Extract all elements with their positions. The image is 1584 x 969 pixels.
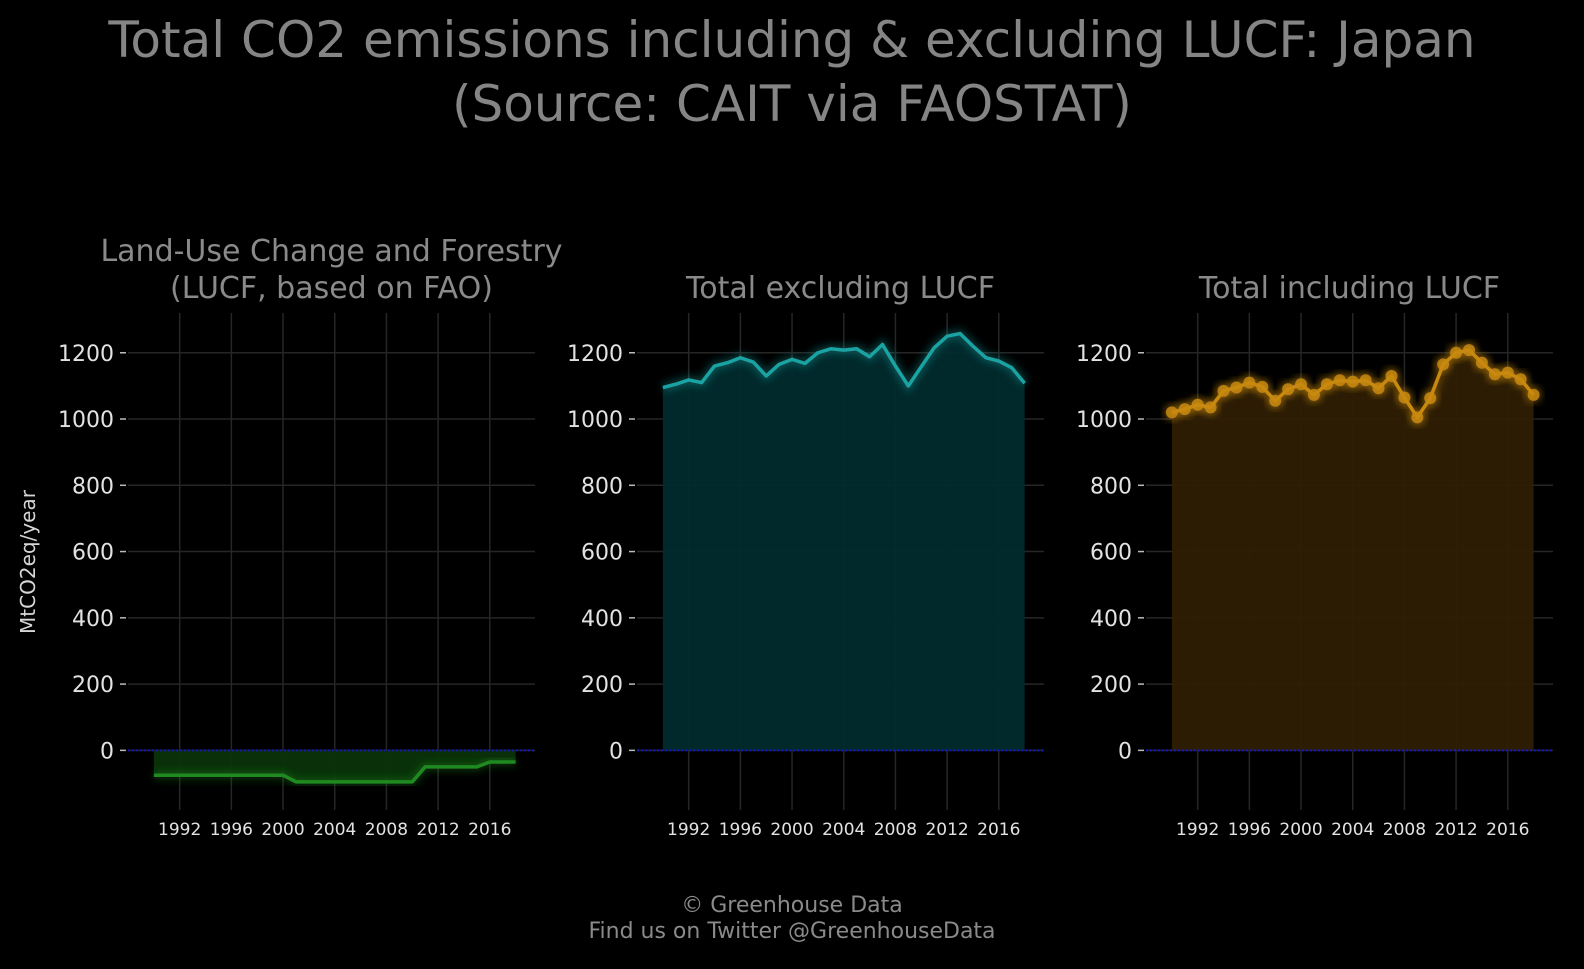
x-tick-label: 2016 xyxy=(468,820,511,840)
data-point xyxy=(1372,382,1385,395)
y-tick-label: 1200 xyxy=(567,342,623,367)
data-point xyxy=(1463,344,1476,357)
data-point xyxy=(1488,368,1501,381)
data-point xyxy=(1165,406,1178,419)
data-point xyxy=(1359,374,1372,387)
data-point xyxy=(1282,383,1295,396)
data-point xyxy=(1514,373,1527,386)
series-line xyxy=(662,331,1026,390)
y-tick-label: 600 xyxy=(1090,541,1132,566)
data-point xyxy=(1450,346,1463,359)
data-point xyxy=(1243,376,1256,389)
x-tick-label: 2004 xyxy=(822,820,865,840)
data-point xyxy=(1398,391,1411,404)
x-tick-label: 1992 xyxy=(667,820,710,840)
panel-2: Total excluding LUCF 0 200 400 600 800 1000 120… xyxy=(567,271,1044,840)
x-tick-label: 1996 xyxy=(1228,820,1271,840)
x-tick-label: 2012 xyxy=(925,820,968,840)
data-point xyxy=(1385,369,1398,382)
y-tick-label: 800 xyxy=(1090,474,1132,499)
y-tick-label: 0 xyxy=(609,739,623,764)
x-tick-label: 2008 xyxy=(874,820,917,840)
y-tick-label: 600 xyxy=(72,541,114,566)
y-tick-label: 200 xyxy=(72,673,114,698)
y-tick-label: 1000 xyxy=(567,408,623,433)
data-point xyxy=(1178,403,1191,416)
x-tick-label: 2000 xyxy=(1279,820,1322,840)
data-point xyxy=(1475,356,1488,369)
y-tick-label: 400 xyxy=(1090,607,1132,632)
y-tick-label: 0 xyxy=(1118,739,1132,764)
panel-title-1-line2: (LUCF, based on FAO) xyxy=(170,271,493,306)
y-tick-label: 200 xyxy=(1090,673,1132,698)
x-tick-label: 1992 xyxy=(158,820,201,840)
data-point xyxy=(1191,398,1204,411)
data-point xyxy=(1256,380,1269,393)
data-point xyxy=(1320,378,1333,391)
data-point xyxy=(1346,375,1359,388)
data-point xyxy=(1501,366,1514,379)
y-tick-label: 400 xyxy=(72,607,114,632)
x-tick-label: 1996 xyxy=(719,820,762,840)
footer-copyright: © Greenhouse Data xyxy=(681,893,903,918)
y-tick-label: 1000 xyxy=(1076,408,1132,433)
x-tick-label: 2000 xyxy=(261,820,304,840)
footer-twitter: Find us on Twitter @GreenhouseData xyxy=(588,919,996,944)
data-point xyxy=(1307,388,1320,401)
chart-title-line1: Total CO2 emissions including & excludin… xyxy=(108,11,1476,69)
x-tick-label: 2016 xyxy=(1486,820,1529,840)
x-tick-label: 2008 xyxy=(365,820,408,840)
y-tick-label: 1200 xyxy=(1076,342,1132,367)
y-tick-label: 600 xyxy=(581,541,623,566)
data-point xyxy=(1269,394,1282,407)
data-point xyxy=(1295,378,1308,391)
data-point xyxy=(1204,401,1217,414)
data-point xyxy=(1333,374,1346,387)
data-point xyxy=(1437,358,1450,371)
chart-title-line2: (Source: CAIT via FAOSTAT) xyxy=(452,75,1132,133)
y-tick-label: 1000 xyxy=(58,408,114,433)
x-tick-label: 2000 xyxy=(770,820,813,840)
x-tick-label: 2008 xyxy=(1383,820,1426,840)
x-tick-label: 2012 xyxy=(416,820,459,840)
series-line xyxy=(153,760,516,784)
y-tick-label: 400 xyxy=(581,607,623,632)
x-tick-label: 2004 xyxy=(1331,820,1374,840)
panel-title-1-line1: Land-Use Change and Forestry xyxy=(100,234,562,269)
x-tick-label: 2016 xyxy=(977,820,1020,840)
data-point xyxy=(1527,388,1540,401)
y-tick-label: 200 xyxy=(581,673,623,698)
panel-title-3-line1: Total including LUCF xyxy=(1198,271,1500,306)
series-area xyxy=(662,333,1025,751)
x-tick-label: 1996 xyxy=(210,820,253,840)
y-tick-label: 0 xyxy=(100,739,114,764)
data-point xyxy=(1424,392,1437,405)
panel-3: Total including LUCF 0 200 400 600 800 1000 120… xyxy=(1076,271,1553,840)
y-tick-label: 800 xyxy=(581,474,623,499)
x-tick-label: 1992 xyxy=(1176,820,1219,840)
x-tick-label: 2004 xyxy=(313,820,356,840)
panel-1: Land-Use Change and Forestry(LUCF, based… xyxy=(58,234,563,840)
y-tick-label: 800 xyxy=(72,474,114,499)
y-tick-label: 1200 xyxy=(58,342,114,367)
series-area xyxy=(1171,350,1534,751)
x-tick-label: 2012 xyxy=(1434,820,1477,840)
panel-title-2-line1: Total excluding LUCF xyxy=(685,271,995,306)
data-point xyxy=(1411,411,1424,424)
data-point xyxy=(1230,381,1243,394)
data-point xyxy=(1217,384,1230,397)
